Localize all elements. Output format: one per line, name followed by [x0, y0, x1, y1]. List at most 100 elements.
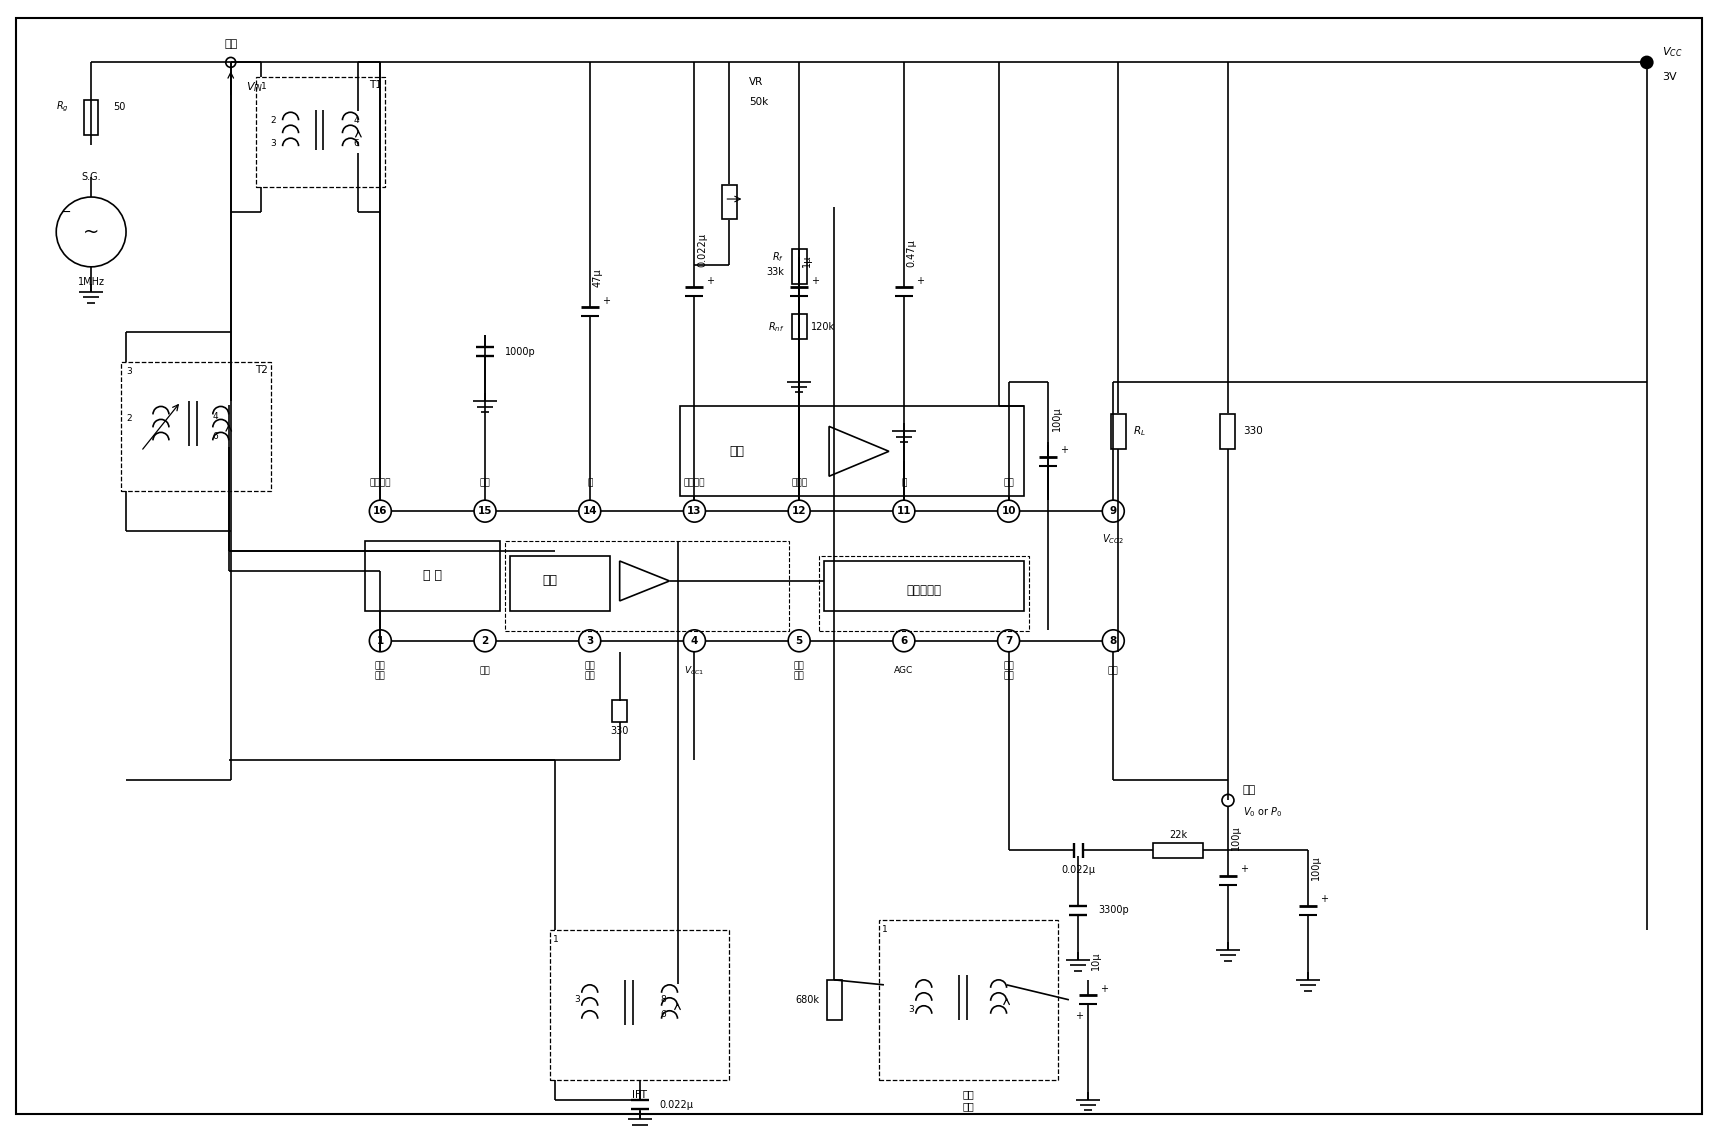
Circle shape	[1221, 795, 1234, 806]
Text: 0.022μ: 0.022μ	[660, 1099, 694, 1109]
Text: 0.022μ: 0.022μ	[1062, 865, 1096, 875]
Text: 2: 2	[481, 636, 488, 645]
Bar	[256, 77, 385, 187]
Polygon shape	[830, 427, 888, 477]
Text: 中频
输出: 中频 输出	[794, 661, 804, 680]
Circle shape	[789, 629, 811, 652]
Text: 10: 10	[1002, 506, 1015, 516]
Text: 1: 1	[881, 925, 888, 934]
Text: 100μ: 100μ	[1311, 856, 1321, 880]
Text: 100μ: 100μ	[1051, 406, 1062, 431]
Text: 高频输入: 高频输入	[369, 479, 392, 488]
Text: 旁路: 旁路	[479, 667, 490, 675]
Bar	[505, 541, 789, 631]
Text: 50k: 50k	[749, 97, 768, 108]
Text: 地: 地	[902, 479, 907, 488]
Text: 音频输入: 音频输入	[684, 479, 704, 488]
Text: $V_{CC2}$: $V_{CC2}$	[1103, 532, 1124, 546]
Text: 功放: 功放	[730, 445, 744, 457]
Bar	[792, 315, 807, 340]
Text: 33k: 33k	[766, 267, 783, 277]
Text: +: +	[1075, 1011, 1084, 1021]
Text: 5: 5	[795, 636, 802, 645]
Bar	[366, 541, 500, 611]
Circle shape	[998, 629, 1019, 652]
Text: 0.47μ: 0.47μ	[907, 239, 917, 267]
Circle shape	[474, 500, 497, 522]
Text: 14: 14	[582, 506, 598, 516]
Text: +: +	[601, 295, 610, 306]
Text: 1: 1	[261, 83, 266, 92]
Text: 负反馈: 负反馈	[790, 479, 807, 488]
Bar	[819, 556, 1029, 631]
Text: 16: 16	[373, 506, 388, 516]
Circle shape	[789, 500, 811, 522]
Text: +: +	[1100, 984, 1108, 994]
Text: 8: 8	[661, 995, 667, 1004]
Circle shape	[684, 629, 706, 652]
Text: 6: 6	[354, 139, 359, 147]
Circle shape	[893, 629, 916, 652]
Text: 调幅检波器: 调幅检波器	[907, 584, 941, 598]
Circle shape	[57, 197, 125, 267]
Circle shape	[1103, 500, 1124, 522]
Text: T2: T2	[254, 365, 268, 375]
Text: $R_{nf}$: $R_{nf}$	[768, 319, 783, 334]
Text: 6: 6	[211, 432, 218, 440]
Text: 中频
输入: 中频 输入	[584, 661, 594, 680]
Bar	[1220, 414, 1235, 448]
Text: 10μ: 10μ	[1091, 951, 1101, 970]
Bar	[550, 931, 730, 1080]
Text: 1MHz: 1MHz	[77, 277, 105, 286]
Text: 6: 6	[900, 636, 907, 645]
Text: 47μ: 47μ	[593, 268, 603, 286]
Text: 1000p: 1000p	[505, 346, 536, 357]
Text: +: +	[1319, 894, 1328, 904]
Text: 3: 3	[909, 1005, 914, 1014]
Text: 50: 50	[113, 102, 125, 112]
Text: $V_{CC1}$: $V_{CC1}$	[684, 664, 704, 677]
Text: +: +	[916, 276, 924, 285]
Text: 1: 1	[553, 935, 558, 944]
Text: 12: 12	[792, 506, 806, 516]
Text: 100μ: 100μ	[1232, 825, 1240, 850]
Text: $V_{CC}$: $V_{CC}$	[1661, 45, 1682, 59]
Bar	[825, 561, 1024, 611]
Bar	[680, 406, 1024, 496]
Bar	[510, 556, 610, 611]
Text: 2: 2	[270, 115, 275, 125]
Text: 3: 3	[574, 995, 579, 1004]
Text: S.G.: S.G.	[81, 172, 101, 182]
Text: 输入: 输入	[223, 40, 237, 50]
Circle shape	[893, 500, 916, 522]
Text: 3: 3	[586, 636, 593, 645]
Bar	[84, 100, 98, 135]
Text: $V_{IN}$: $V_{IN}$	[246, 80, 263, 94]
Bar	[1112, 414, 1125, 448]
Text: 3: 3	[125, 367, 132, 376]
Polygon shape	[620, 561, 670, 601]
Bar	[880, 920, 1058, 1080]
Text: 变 频: 变 频	[423, 569, 442, 583]
Text: 中放: 中放	[543, 574, 557, 588]
Text: 3: 3	[270, 139, 275, 147]
Circle shape	[1103, 629, 1124, 652]
Text: 15: 15	[478, 506, 493, 516]
Text: 2: 2	[125, 414, 132, 423]
Text: $R_g$: $R_g$	[57, 100, 69, 114]
Text: 1: 1	[376, 636, 383, 645]
Text: +: +	[706, 276, 715, 285]
Circle shape	[369, 629, 392, 652]
Text: 680k: 680k	[795, 995, 819, 1005]
Text: 1μ: 1μ	[802, 255, 813, 267]
Text: 8: 8	[1110, 636, 1117, 645]
Text: 检波
输出: 检波 输出	[1003, 661, 1014, 680]
Text: 输出: 输出	[1003, 479, 1014, 488]
Text: +: +	[811, 276, 819, 285]
Bar	[612, 700, 627, 721]
Circle shape	[1641, 57, 1653, 68]
Text: 120k: 120k	[811, 321, 835, 332]
Text: 0.022μ: 0.022μ	[698, 233, 708, 267]
Text: 7: 7	[1005, 636, 1012, 645]
Text: 4: 4	[354, 115, 359, 125]
